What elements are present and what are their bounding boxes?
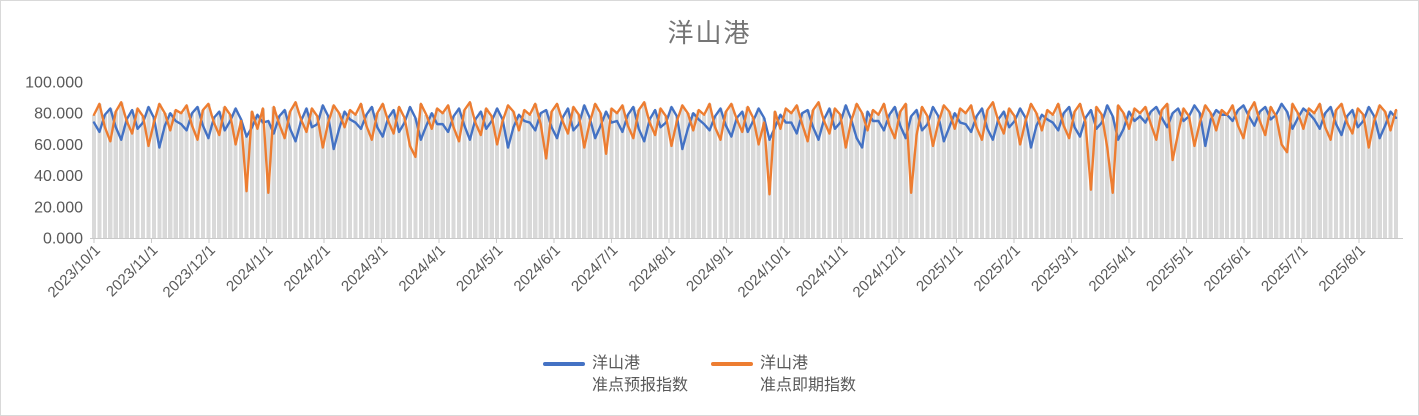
chart-title: 洋山港 bbox=[667, 18, 752, 48]
svg-text:20.000: 20.000 bbox=[34, 199, 83, 216]
legend-label-spot-line1: 洋山港 bbox=[760, 355, 809, 372]
legend-item-forecast: 洋山港 准点预报指数 bbox=[543, 353, 688, 397]
svg-text:2025/3/1: 2025/3/1 bbox=[1028, 242, 1081, 295]
svg-text:2023/11/1: 2023/11/1 bbox=[103, 242, 161, 300]
svg-text:2025/7/1: 2025/7/1 bbox=[1258, 242, 1311, 295]
svg-text:2025/1/1: 2025/1/1 bbox=[913, 242, 966, 295]
y-axis-labels: 0.000 20.000 40.000 60.000 80.000 100.000 bbox=[25, 75, 83, 248]
svg-text:2023/10/1: 2023/10/1 bbox=[45, 242, 104, 301]
legend: 洋山港 准点预报指数 洋山港 准点即期指数 bbox=[1, 353, 1418, 409]
svg-text:2024/8/1: 2024/8/1 bbox=[626, 242, 679, 295]
svg-text:2024/9/1: 2024/9/1 bbox=[683, 242, 736, 295]
svg-text:2024/2/1: 2024/2/1 bbox=[281, 242, 334, 295]
legend-label-forecast: 洋山港 准点预报指数 bbox=[592, 353, 688, 397]
svg-text:2025/8/1: 2025/8/1 bbox=[1316, 242, 1369, 295]
svg-text:2024/11/1: 2024/11/1 bbox=[793, 242, 851, 300]
svg-text:2024/1/1: 2024/1/1 bbox=[223, 242, 276, 295]
svg-text:80.000: 80.000 bbox=[34, 106, 83, 123]
svg-text:2025/4/1: 2025/4/1 bbox=[1086, 242, 1139, 295]
legend-label-spot-line2: 准点即期指数 bbox=[760, 377, 857, 394]
legend-label-spot: 洋山港 准点即期指数 bbox=[760, 353, 856, 397]
svg-text:2025/6/1: 2025/6/1 bbox=[1201, 242, 1254, 295]
legend-swatch-forecast-line bbox=[543, 362, 585, 366]
svg-text:0.000: 0.000 bbox=[43, 231, 83, 248]
svg-text:2024/3/1: 2024/3/1 bbox=[338, 242, 391, 295]
legend-swatch-spot-line bbox=[711, 362, 753, 366]
legend-label-forecast-line2: 准点预报指数 bbox=[592, 377, 689, 394]
svg-text:60.000: 60.000 bbox=[34, 137, 83, 154]
svg-text:2024/7/1: 2024/7/1 bbox=[568, 242, 621, 295]
svg-text:40.000: 40.000 bbox=[34, 168, 83, 185]
svg-text:2025/2/1: 2025/2/1 bbox=[971, 242, 1024, 295]
svg-text:2024/12/1: 2024/12/1 bbox=[850, 242, 909, 301]
svg-text:100.000: 100.000 bbox=[25, 75, 83, 92]
svg-text:2024/10/1: 2024/10/1 bbox=[735, 242, 794, 301]
x-axis bbox=[90, 238, 1403, 243]
legend-label-forecast-line1: 洋山港 bbox=[592, 355, 641, 372]
svg-text:2024/6/1: 2024/6/1 bbox=[511, 242, 564, 295]
legend-item-spot: 洋山港 准点即期指数 bbox=[711, 353, 856, 397]
svg-text:2025/5/1: 2025/5/1 bbox=[1143, 242, 1196, 295]
svg-text:2024/5/1: 2024/5/1 bbox=[453, 242, 506, 295]
spot-line-series bbox=[92, 101, 1398, 196]
svg-text:2023/12/1: 2023/12/1 bbox=[160, 242, 219, 301]
svg-text:2024/4/1: 2024/4/1 bbox=[396, 242, 449, 295]
